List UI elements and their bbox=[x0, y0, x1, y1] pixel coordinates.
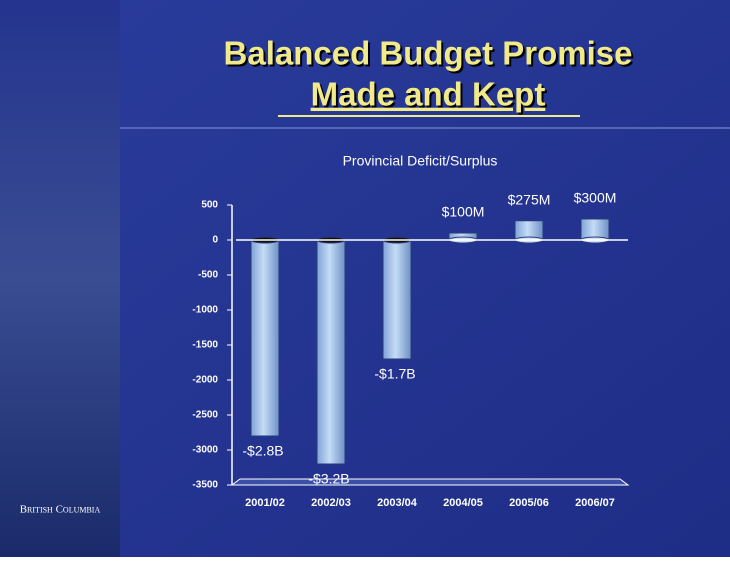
value-label: $300M bbox=[574, 190, 617, 206]
y-tick-label: -3500 bbox=[192, 480, 218, 491]
value-label: $100M bbox=[442, 204, 485, 220]
title-shadow: Balanced Budget Promise bbox=[226, 37, 635, 74]
chart-title: Provincial Deficit/Surplus bbox=[343, 153, 498, 169]
x-tick-label: 2003/04 bbox=[377, 497, 418, 509]
x-tick-label: 2006/07 bbox=[575, 497, 615, 509]
title-shadow: Made and Kept bbox=[313, 78, 548, 115]
y-tick-label: -1500 bbox=[192, 340, 218, 351]
x-tick-label: 2004/05 bbox=[443, 497, 483, 509]
y-tick-label: -2000 bbox=[192, 375, 218, 386]
bar bbox=[316, 239, 346, 465]
value-label: -$1.7B bbox=[374, 366, 415, 382]
bar bbox=[250, 239, 280, 437]
side-strip bbox=[0, 0, 120, 557]
value-label: $275M bbox=[508, 191, 551, 207]
y-tick-label: 0 bbox=[212, 235, 218, 246]
x-tick-label: 2005/06 bbox=[509, 497, 549, 509]
y-tick-label: -500 bbox=[198, 270, 218, 281]
value-label: -$2.8B bbox=[242, 443, 283, 459]
logo-text: British Columbia bbox=[20, 504, 101, 516]
floor bbox=[230, 478, 630, 486]
x-tick-label: 2002/03 bbox=[311, 497, 351, 509]
y-tick-label: -3000 bbox=[192, 445, 218, 456]
y-tick-label: -1000 bbox=[192, 305, 218, 316]
value-label: -$3.2B bbox=[308, 471, 349, 487]
y-tick-label: 500 bbox=[201, 200, 218, 211]
x-tick-label: 2001/02 bbox=[245, 497, 285, 509]
title: Made and Kept bbox=[311, 76, 546, 113]
bar bbox=[382, 239, 412, 360]
title: Balanced Budget Promise bbox=[224, 35, 633, 72]
y-tick-label: -2500 bbox=[192, 410, 218, 421]
